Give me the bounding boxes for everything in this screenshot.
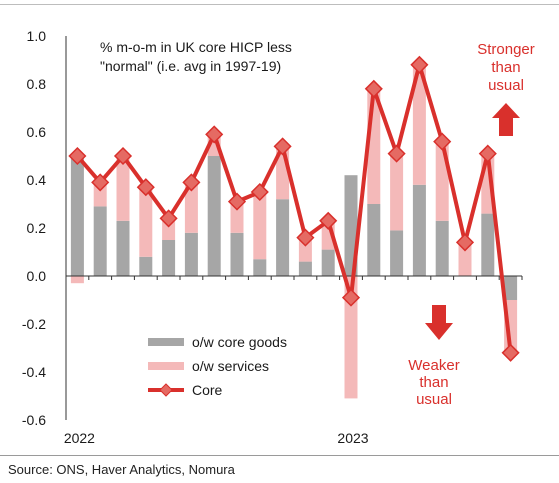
core-point bbox=[478, 144, 497, 163]
y-tick-label: -0.2 bbox=[22, 316, 46, 332]
annotation-weaker-text: than bbox=[419, 374, 448, 391]
core-line bbox=[68, 55, 520, 362]
core-point bbox=[182, 173, 201, 192]
bar-core-goods bbox=[230, 232, 244, 276]
bar-core-goods bbox=[162, 240, 176, 276]
y-tick-label: 1.0 bbox=[27, 28, 47, 44]
legend-label-core: Core bbox=[192, 382, 223, 398]
core-point bbox=[296, 228, 315, 247]
axes bbox=[65, 36, 523, 420]
legend: o/w core goods o/w services Core bbox=[148, 334, 287, 398]
bar-core-goods bbox=[70, 158, 84, 276]
annotation-weaker-text: usual bbox=[416, 391, 452, 408]
bar-services bbox=[412, 64, 426, 185]
arrow-up-icon bbox=[492, 103, 520, 136]
annotation-stronger-text: Stronger bbox=[477, 41, 535, 58]
top-border bbox=[0, 4, 559, 5]
annotation-stronger-text: than bbox=[491, 59, 520, 76]
bar-core-goods bbox=[116, 220, 130, 276]
bar-services bbox=[230, 201, 244, 233]
annotation-weaker-text: Weaker bbox=[408, 357, 459, 374]
y-tick-label: 0.0 bbox=[27, 268, 47, 284]
bar-services bbox=[70, 276, 84, 284]
bar-core-goods bbox=[321, 249, 335, 276]
y-tick-label: 0.6 bbox=[27, 124, 47, 140]
core-point bbox=[68, 146, 87, 166]
bar-core-goods bbox=[139, 256, 153, 276]
bar-services bbox=[390, 153, 404, 231]
bar-core-goods bbox=[390, 230, 404, 276]
y-axis-labels: 1.0 0.8 0.6 0.4 0.2 0.0 -0.2 -0.4 -0.6 bbox=[22, 28, 46, 428]
core-point bbox=[113, 146, 133, 166]
source-divider bbox=[0, 455, 559, 456]
bar-services bbox=[139, 187, 153, 257]
core-point bbox=[136, 178, 155, 197]
bar-core-goods bbox=[481, 213, 495, 276]
bar-services bbox=[93, 182, 107, 207]
annotation-stronger-text: usual bbox=[488, 77, 524, 94]
bar-services bbox=[116, 156, 130, 221]
core-point bbox=[205, 125, 224, 144]
core-point bbox=[341, 288, 361, 307]
core-point bbox=[159, 209, 178, 228]
core-point bbox=[250, 182, 269, 202]
y-tick-label: 0.2 bbox=[27, 220, 47, 236]
core-point bbox=[273, 137, 292, 156]
core-point bbox=[433, 132, 452, 151]
core-point bbox=[501, 343, 520, 362]
legend-swatch-core-goods bbox=[148, 338, 184, 346]
bar-core-goods bbox=[298, 261, 312, 276]
y-tick-label: -0.4 bbox=[22, 364, 46, 380]
bars bbox=[70, 64, 518, 399]
bar-services bbox=[184, 182, 198, 233]
core-point bbox=[410, 55, 429, 74]
bar-services bbox=[458, 242, 472, 276]
bar-core-goods bbox=[412, 184, 426, 276]
arrow-down-icon bbox=[425, 305, 453, 340]
bar-core-goods bbox=[93, 206, 107, 276]
chart-title-line: "normal" (i.e. avg in 1997-19) bbox=[100, 58, 281, 74]
bar-core-goods bbox=[207, 156, 221, 276]
chart: 1.00.80.60.40.20.0-0.2-0.4-0.6 2022 2023 … bbox=[22, 28, 535, 446]
legend-swatch-services bbox=[148, 362, 184, 370]
bar-core-goods bbox=[504, 276, 518, 300]
x-axis-labels: 2022 2023 bbox=[64, 430, 369, 446]
bar-core-goods bbox=[435, 220, 449, 276]
y-tick-label: 0.4 bbox=[27, 172, 47, 188]
legend-label-core-goods: o/w core goods bbox=[192, 334, 287, 350]
chart-title: % m-o-m in UK core HICP less "normal" (i.… bbox=[100, 39, 292, 74]
core-point bbox=[91, 173, 110, 192]
bar-core-goods bbox=[367, 204, 381, 276]
y-tick-label: -0.6 bbox=[22, 412, 46, 428]
core-point bbox=[319, 211, 338, 230]
bar-services bbox=[253, 192, 267, 260]
bar-core-goods bbox=[184, 232, 198, 276]
y-tick-label: 0.8 bbox=[27, 76, 47, 92]
bar-core-goods bbox=[253, 259, 267, 276]
chart-title-line: % m-o-m in UK core HICP less bbox=[100, 39, 292, 55]
source-note: Source: ONS, Haver Analytics, Nomura bbox=[8, 462, 235, 477]
core-point bbox=[227, 192, 247, 211]
bar-core-goods bbox=[276, 199, 290, 276]
legend-marker-core bbox=[159, 383, 173, 397]
core-point bbox=[455, 233, 475, 252]
x-tick-label: 2022 bbox=[64, 430, 95, 446]
core-point bbox=[387, 144, 406, 163]
legend-label-services: o/w services bbox=[192, 358, 269, 374]
core-point bbox=[364, 79, 383, 98]
bar-services bbox=[298, 237, 312, 262]
x-tick-label: 2023 bbox=[337, 430, 368, 446]
bar-services bbox=[344, 276, 358, 399]
